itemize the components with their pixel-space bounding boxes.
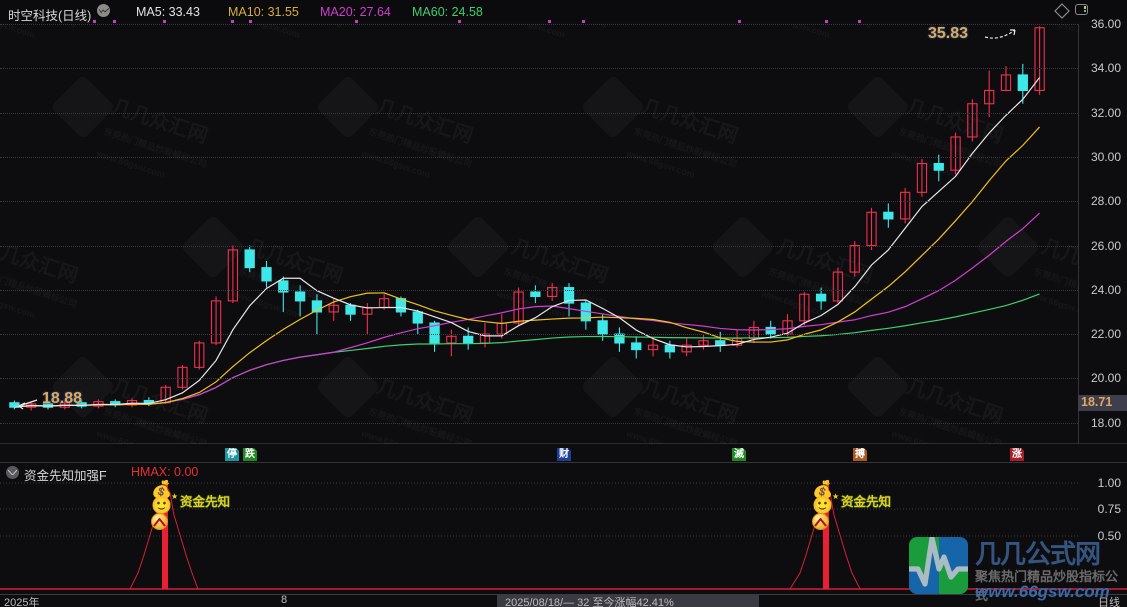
svg-text:0.50: 0.50: [1098, 529, 1122, 543]
svg-text:1.00: 1.00: [1098, 476, 1122, 490]
svg-text:0.75: 0.75: [1098, 502, 1122, 516]
